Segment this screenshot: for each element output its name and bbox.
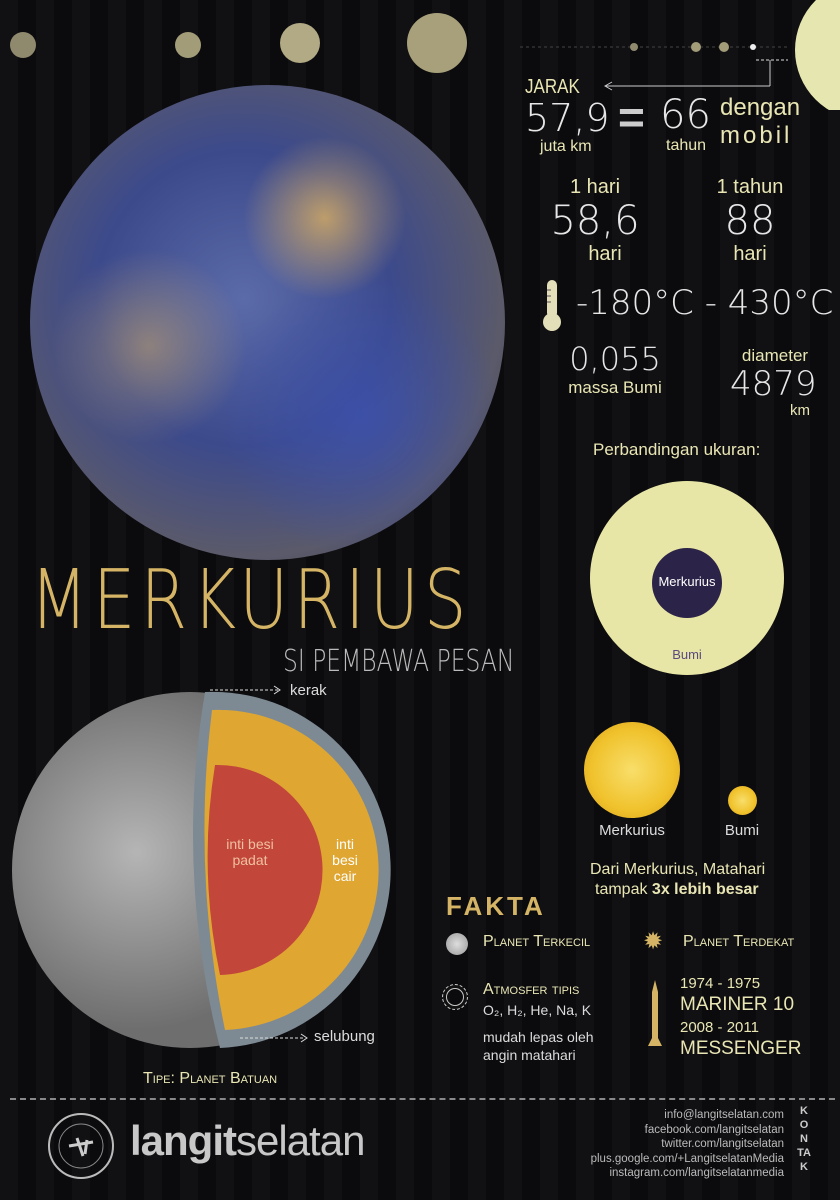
rocket-icon <box>648 980 662 1046</box>
mission2-name: MESSENGER <box>680 1038 802 1059</box>
page-subtitle: SI PEMBAWA PESAN <box>283 644 515 679</box>
diameter-value: 4879 <box>730 364 817 404</box>
diameter-label: diameter <box>741 346 809 365</box>
contact-label: KONTAK <box>797 1105 811 1173</box>
planet-dot <box>407 13 467 73</box>
planet-row <box>10 0 840 110</box>
contact-email[interactable]: info@langitselatan.com <box>664 1109 784 1121</box>
atmosphere-note-1: mudah lepas oleh <box>483 1029 594 1045</box>
inner-core-label: inti besi padat <box>226 836 274 868</box>
interior-diagram <box>12 685 391 1048</box>
brand-light: selatan <box>236 1117 365 1164</box>
day-label: 1 hari <box>569 176 621 198</box>
contact-googleplus[interactable]: plus.google.com/+LangitselatanMedia <box>590 1152 784 1165</box>
contact-instagram[interactable]: instagram.com/langitselatanmedia <box>609 1167 784 1179</box>
sun-caption-2: tampak 3x lebih besar <box>595 881 759 899</box>
temperature-range: -180°C - 430°C <box>576 283 834 323</box>
mass-value: 0,055 <box>569 340 661 378</box>
page-title: MERKURIUS <box>30 553 472 648</box>
planet-dot <box>691 42 701 52</box>
day-unit: hari <box>588 243 622 265</box>
brand-bold: langit <box>130 1117 237 1164</box>
sun-from-earth <box>728 786 757 815</box>
mission1-name: MARINER 10 <box>680 994 795 1015</box>
contact-list: info@langitselatan.com facebook.com/lang… <box>591 1108 784 1181</box>
car-years-unit: tahun <box>666 137 707 154</box>
distance-value: 57,9 <box>525 96 610 140</box>
facts-title: FAKTA <box>446 891 546 921</box>
core-layer <box>207 764 323 975</box>
day-value: 58,6 <box>550 198 640 244</box>
mercury-disc-label: Merkurius <box>658 574 716 589</box>
fact-smallest: Planet Terkecil <box>483 933 591 950</box>
atmosphere-icon <box>442 984 468 1010</box>
earth-disc-label: Bumi <box>672 647 702 662</box>
atmosphere-note-2: angin matahari <box>483 1047 576 1063</box>
thermometer-icon <box>543 280 561 331</box>
mercury-disc <box>652 548 722 618</box>
langitselatan-logo <box>48 1113 114 1179</box>
caption-bold: 3x lebih besar <box>651 881 759 898</box>
caption-prefix: tampak <box>595 881 652 898</box>
sun-from-mercury <box>584 722 680 818</box>
sun-disc <box>795 0 840 110</box>
contact-facebook[interactable]: facebook.com/langitselatan <box>644 1123 784 1136</box>
outer-core-label: inti besi cair <box>332 836 358 884</box>
car-label-1: dengan <box>720 94 801 121</box>
mantle-label: selubung <box>314 1028 375 1045</box>
planet-dot <box>10 32 36 58</box>
crust-label: kerak <box>290 682 327 699</box>
car-label-2: mobil <box>720 122 793 149</box>
sun-label-mercury: Merkurius <box>599 822 665 839</box>
moon-icon <box>446 933 468 955</box>
fact-atmosphere: Atmosfer tipis <box>483 981 580 998</box>
equals-sign: = <box>618 91 645 143</box>
planet-type: Tipe: Planet Batuan <box>143 1070 278 1087</box>
contact-twitter[interactable]: twitter.com/langitselatan <box>661 1138 784 1150</box>
diameter-unit: km <box>790 402 810 419</box>
fact-closest: Planet Terdekat <box>683 933 795 950</box>
footer-divider <box>10 1098 835 1100</box>
planet-dot <box>630 43 638 51</box>
mission1-years: 1974 - 1975 <box>680 975 761 992</box>
planet-dot <box>280 23 320 63</box>
year-unit: hari <box>733 243 767 265</box>
sun-caption-1: Dari Merkurius, Matahari <box>590 861 766 878</box>
sun-label-earth: Bumi <box>724 822 760 839</box>
distance-label: JARAK <box>525 76 580 98</box>
year-label: 1 tahun <box>716 176 784 198</box>
atmosphere-gases: O₂, H₂, He, Na, K <box>483 1002 592 1018</box>
planet-dot <box>719 42 729 52</box>
distance-unit: juta km <box>540 138 592 155</box>
mercury-globe <box>30 85 505 560</box>
mass-unit: massa Bumi <box>568 378 662 397</box>
sun-icon: ✹ <box>643 928 664 955</box>
brand-wordmark: langitselatan <box>130 1117 365 1164</box>
year-value: 88 <box>724 198 776 244</box>
planet-dot <box>175 32 201 58</box>
mercury-dot <box>750 44 756 50</box>
car-years-value: 66 <box>660 92 711 138</box>
size-comparison-title: Perbandingan ukuran: <box>593 440 761 459</box>
mission2-years: 2008 - 2011 <box>680 1019 759 1036</box>
